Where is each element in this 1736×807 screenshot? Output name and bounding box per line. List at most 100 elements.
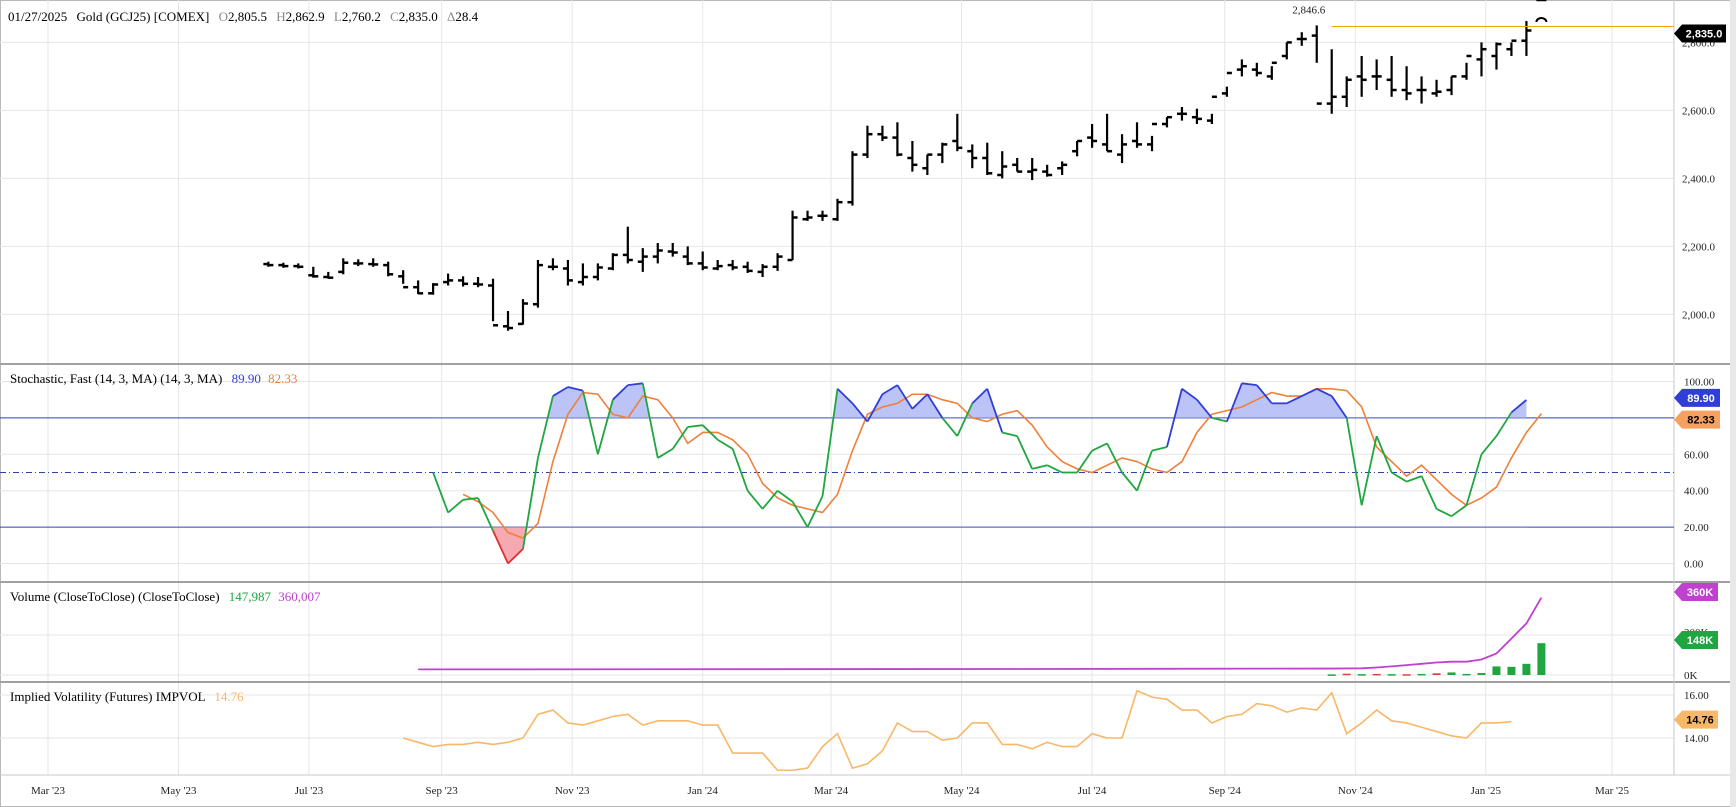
volume-bar [1462, 673, 1471, 676]
ohlc-bar [967, 144, 978, 169]
stochastic-k-segment [567, 386, 584, 392]
volume-bar [1537, 643, 1546, 675]
ohlc-bar [1132, 122, 1143, 148]
ohlc-bar [263, 261, 274, 267]
stochastic-k-segment [1031, 464, 1048, 470]
stochastic-k-segment [1330, 395, 1348, 419]
stochastic-k-segment [687, 424, 703, 428]
ohlc-bar [1476, 42, 1487, 77]
volume-bar [1522, 663, 1531, 675]
stochastic-k-segment [836, 388, 854, 404]
ohlc-bar [428, 283, 439, 295]
stochastic-k-segment [1121, 471, 1138, 492]
volume-bar [1357, 674, 1366, 676]
stochastic-k-segment [552, 386, 569, 397]
ohlc-bar [1431, 79, 1442, 97]
overbought-fill [433, 383, 1527, 418]
ohlc-bar [982, 142, 993, 175]
stochastic-k-segment [1091, 442, 1108, 452]
stochastic-k-segment [1406, 475, 1422, 483]
iv-y-axis: 16.00 14.00 [1684, 690, 1709, 745]
ohlc-bar [1042, 164, 1053, 177]
stochastic-k-segment [1226, 382, 1243, 422]
ohlc-bar [1461, 54, 1472, 80]
ohlc-bar [503, 311, 513, 331]
ohlc-bar [772, 253, 783, 271]
price-y-tick-label: 2,200.0 [1682, 241, 1716, 253]
ohlc-bar [1057, 161, 1068, 175]
ohlc-bar [488, 278, 499, 327]
stochastic-k-segment [806, 495, 824, 528]
open-interest-value: 360,007 [278, 589, 321, 604]
volume-bar [1372, 673, 1381, 676]
ohlc-bar [1491, 42, 1502, 70]
stochastic-k-segment [881, 384, 898, 396]
ohlc-bar [547, 258, 558, 271]
price-y-tick-label: 2,000.0 [1682, 309, 1716, 321]
volume-tag-text: 148K [1687, 635, 1713, 647]
stochastic-k-segment [717, 438, 734, 450]
ohlc-bar [413, 280, 424, 295]
ohlc-bar [697, 251, 708, 271]
iv-tag-text: 14.76 [1686, 715, 1714, 727]
stochastic-k-segment [1375, 435, 1393, 473]
stochastic-k-segment [1196, 399, 1213, 419]
stochastic-k-segment [1136, 450, 1153, 492]
stochastic-d-value: 82.33 [268, 371, 297, 386]
volume-bar [1447, 672, 1456, 675]
ohlc-bar [622, 226, 633, 264]
stochastic-k-segment [627, 382, 643, 387]
stochastic-k-segment [462, 497, 479, 501]
x-axis: Mar '23 May '23 Jul '23 Sep '23 Nov '23 Jan '… [31, 785, 1630, 797]
stochastic-k-segment [761, 490, 779, 510]
right-scroll-strip[interactable] [1730, 0, 1736, 807]
x-axis-tick-label: Sep '23 [426, 785, 459, 797]
last-price-tag-shape [1674, 24, 1726, 43]
stochastic-k-segment [1286, 395, 1303, 405]
ohlc-bar [637, 248, 648, 272]
ohlc-bar [892, 122, 903, 157]
stochastic-k-segment [582, 390, 599, 455]
stochastic-k-segment [1181, 388, 1198, 401]
x-axis-tick-label: Jul '24 [1078, 785, 1107, 797]
ohlc-bar [353, 259, 364, 267]
ohlc-bar [1296, 32, 1307, 46]
ohlc-bar [1416, 76, 1427, 104]
legend-high: 2,862.9 [286, 9, 325, 24]
legend-close: 2,835.0 [399, 9, 438, 24]
ohlc-bar [787, 210, 798, 262]
ohlc-bar [1506, 39, 1517, 56]
stochastic-k-segment [507, 548, 524, 565]
stochastic-k-segment [1301, 387, 1318, 397]
price-bars [263, 0, 1547, 331]
stochastic-k-segment [492, 530, 509, 564]
stochastic-k-segment [896, 384, 914, 410]
stochastic-k-segment [1465, 454, 1483, 506]
ohlc-bar [577, 263, 588, 286]
ohlc-bar [682, 246, 693, 266]
stochastic-k-segment [911, 393, 928, 410]
iv-value: 14.76 [214, 689, 244, 704]
stochastic-k-segment [1002, 431, 1018, 437]
stochastic-k-segment [986, 388, 1004, 433]
ohlc-bar [802, 210, 813, 221]
last-price-tag-text: 2,835.0 [1686, 29, 1723, 41]
legend-symbol: Gold (GCJ25) [COMEX] [76, 9, 209, 24]
x-axis-tick-label: Mar '24 [814, 785, 849, 797]
stochastic-k-segment [612, 384, 629, 401]
ohlc-bar [1401, 66, 1412, 101]
volume-tag: 148K [1674, 631, 1718, 649]
stochastic-k-segment [821, 388, 839, 497]
volume-plot [418, 597, 1546, 676]
ohlc-bar [1356, 56, 1367, 97]
stochastic-k-value: 89.90 [232, 371, 261, 386]
legend-date: 01/27/2025 [8, 9, 67, 24]
stochastic-title: Stochastic, Fast (14, 3, MA) (14, 3, MA) [10, 371, 222, 386]
stochastic-y-tick-label: 100.00 [1684, 377, 1715, 389]
open-interest-tag: 360K [1674, 583, 1718, 601]
stochastic-k-segment [1151, 446, 1168, 452]
volume-value: 147,987 [229, 589, 272, 604]
stochastic-k-segment [432, 472, 449, 513]
volume-bar [1477, 673, 1486, 675]
